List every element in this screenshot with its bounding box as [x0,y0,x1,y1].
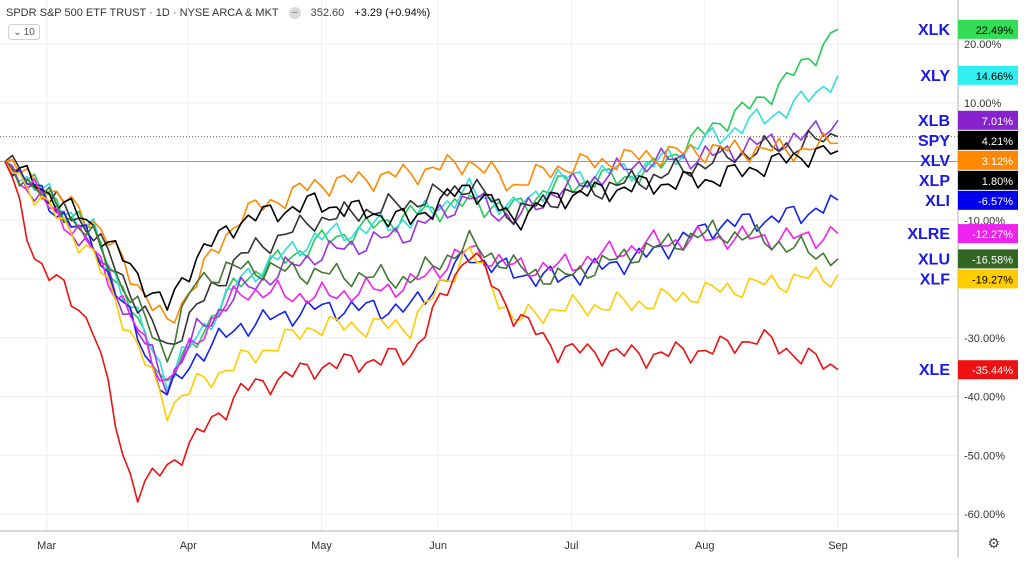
value-badge-bg [958,249,1018,269]
value-badge-bg [958,170,1018,190]
value-badge-bg [958,65,1018,85]
interval-selector[interactable]: ⌄ 10 [8,24,40,40]
value-badge-text: -6.57% [978,196,1013,208]
value-badge-text: -12.27% [972,229,1013,241]
series-name-label: XLB [918,113,950,130]
x-tick-label: Jun [429,540,447,552]
symbol-title: SPDR S&P 500 ETF TRUST · 1D · NYSE ARCA … [6,7,279,19]
series-badge-xlu: -16.58% XLU [918,249,1018,269]
series-badge-xlb: 7.01% XLB [918,110,1018,130]
x-tick-label: Sep [828,540,848,552]
value-badge-text: -19.27% [972,274,1013,286]
y-tick-label: -60.00% [964,509,1005,521]
x-tick-label: Apr [180,540,197,552]
interval-value: 10 [23,26,35,38]
series-lines [4,28,839,503]
series-name-label: XLP [919,173,950,190]
series-badge-xlf: -19.27% XLF [920,269,1018,289]
value-badge-bg [958,150,1018,170]
series-name-label: XLV [920,153,950,170]
gear-icon[interactable]: ⚙ [987,535,1000,551]
series-badge-xlp: 1.80% XLP [919,170,1018,190]
series-name-label: XLK [918,22,950,39]
x-tick-label: Mar [37,540,56,552]
x-tick-label: Aug [695,540,715,552]
series-name-label: XLF [920,271,950,288]
value-badge-bg [958,269,1018,289]
last-price: 352.60 [310,7,345,19]
grid-lines [0,0,958,531]
series-badge-spy: 4.21% SPY [918,130,1018,150]
chevron-down-icon: ⌄ [13,26,22,38]
series-line-xlb [4,119,839,396]
value-badge-text: 14.66% [976,71,1014,83]
value-badge-text: 1.80% [982,176,1013,188]
series-name-label: XLE [919,362,950,379]
y-tick-label: -50.00% [964,450,1005,462]
value-badge-text: 7.01% [982,116,1013,128]
value-badge-bg [958,110,1018,130]
y-tick-label: -40.00% [964,392,1005,404]
series-line-xly [4,75,839,391]
series-badge-xli: -6.57% XLI [925,190,1018,210]
series-line-xlre [4,160,839,382]
series-name-label: XLY [920,68,950,85]
value-badge-text: 4.21% [982,136,1013,148]
value-badge-text: 3.12% [982,156,1013,168]
series-name-label: SPY [918,133,950,150]
chart-header: SPDR S&P 500 ETF TRUST · 1D · NYSE ARCA … [6,7,430,19]
series-badge-xle: -35.44% XLE [919,360,1018,380]
y-tick-label: 10.00% [964,98,1002,110]
y-tick-label: 20.00% [964,39,1002,51]
value-badge-text: 22.49% [976,25,1014,37]
value-badge-text: -16.58% [972,254,1013,266]
series-line-spy [4,129,839,346]
series-name-label: XLU [918,251,950,268]
series-line-xlu [4,160,839,363]
value-badge-bg [958,224,1018,244]
series-name-label: XLRE [907,226,950,243]
value-badge-bg [958,130,1018,150]
price-change: +3.29 (+0.94%) [354,7,431,19]
series-line-xle [4,161,839,503]
x-tick-label: May [311,540,332,552]
value-badge-text: -35.44% [972,365,1013,377]
y-tick-label: -30.00% [964,333,1005,345]
x-tick-label: Jul [564,540,578,552]
minus-icon[interactable]: – [288,7,301,19]
series-badge-xly: 14.66% XLY [920,65,1018,85]
value-badge-bg [958,19,1018,39]
series-badge-xlre: -12.27% XLRE [907,224,1018,244]
value-badge-bg [958,360,1018,380]
series-badge-xlk: 22.49% XLK [918,19,1018,39]
value-badge-bg [958,190,1018,210]
series-line-xli [4,161,839,396]
series-badge-xlv: 3.12% XLV [920,150,1018,170]
series-line-xlp [4,144,839,311]
series-line-xlf [4,161,839,422]
series-name-label: XLI [925,193,950,210]
